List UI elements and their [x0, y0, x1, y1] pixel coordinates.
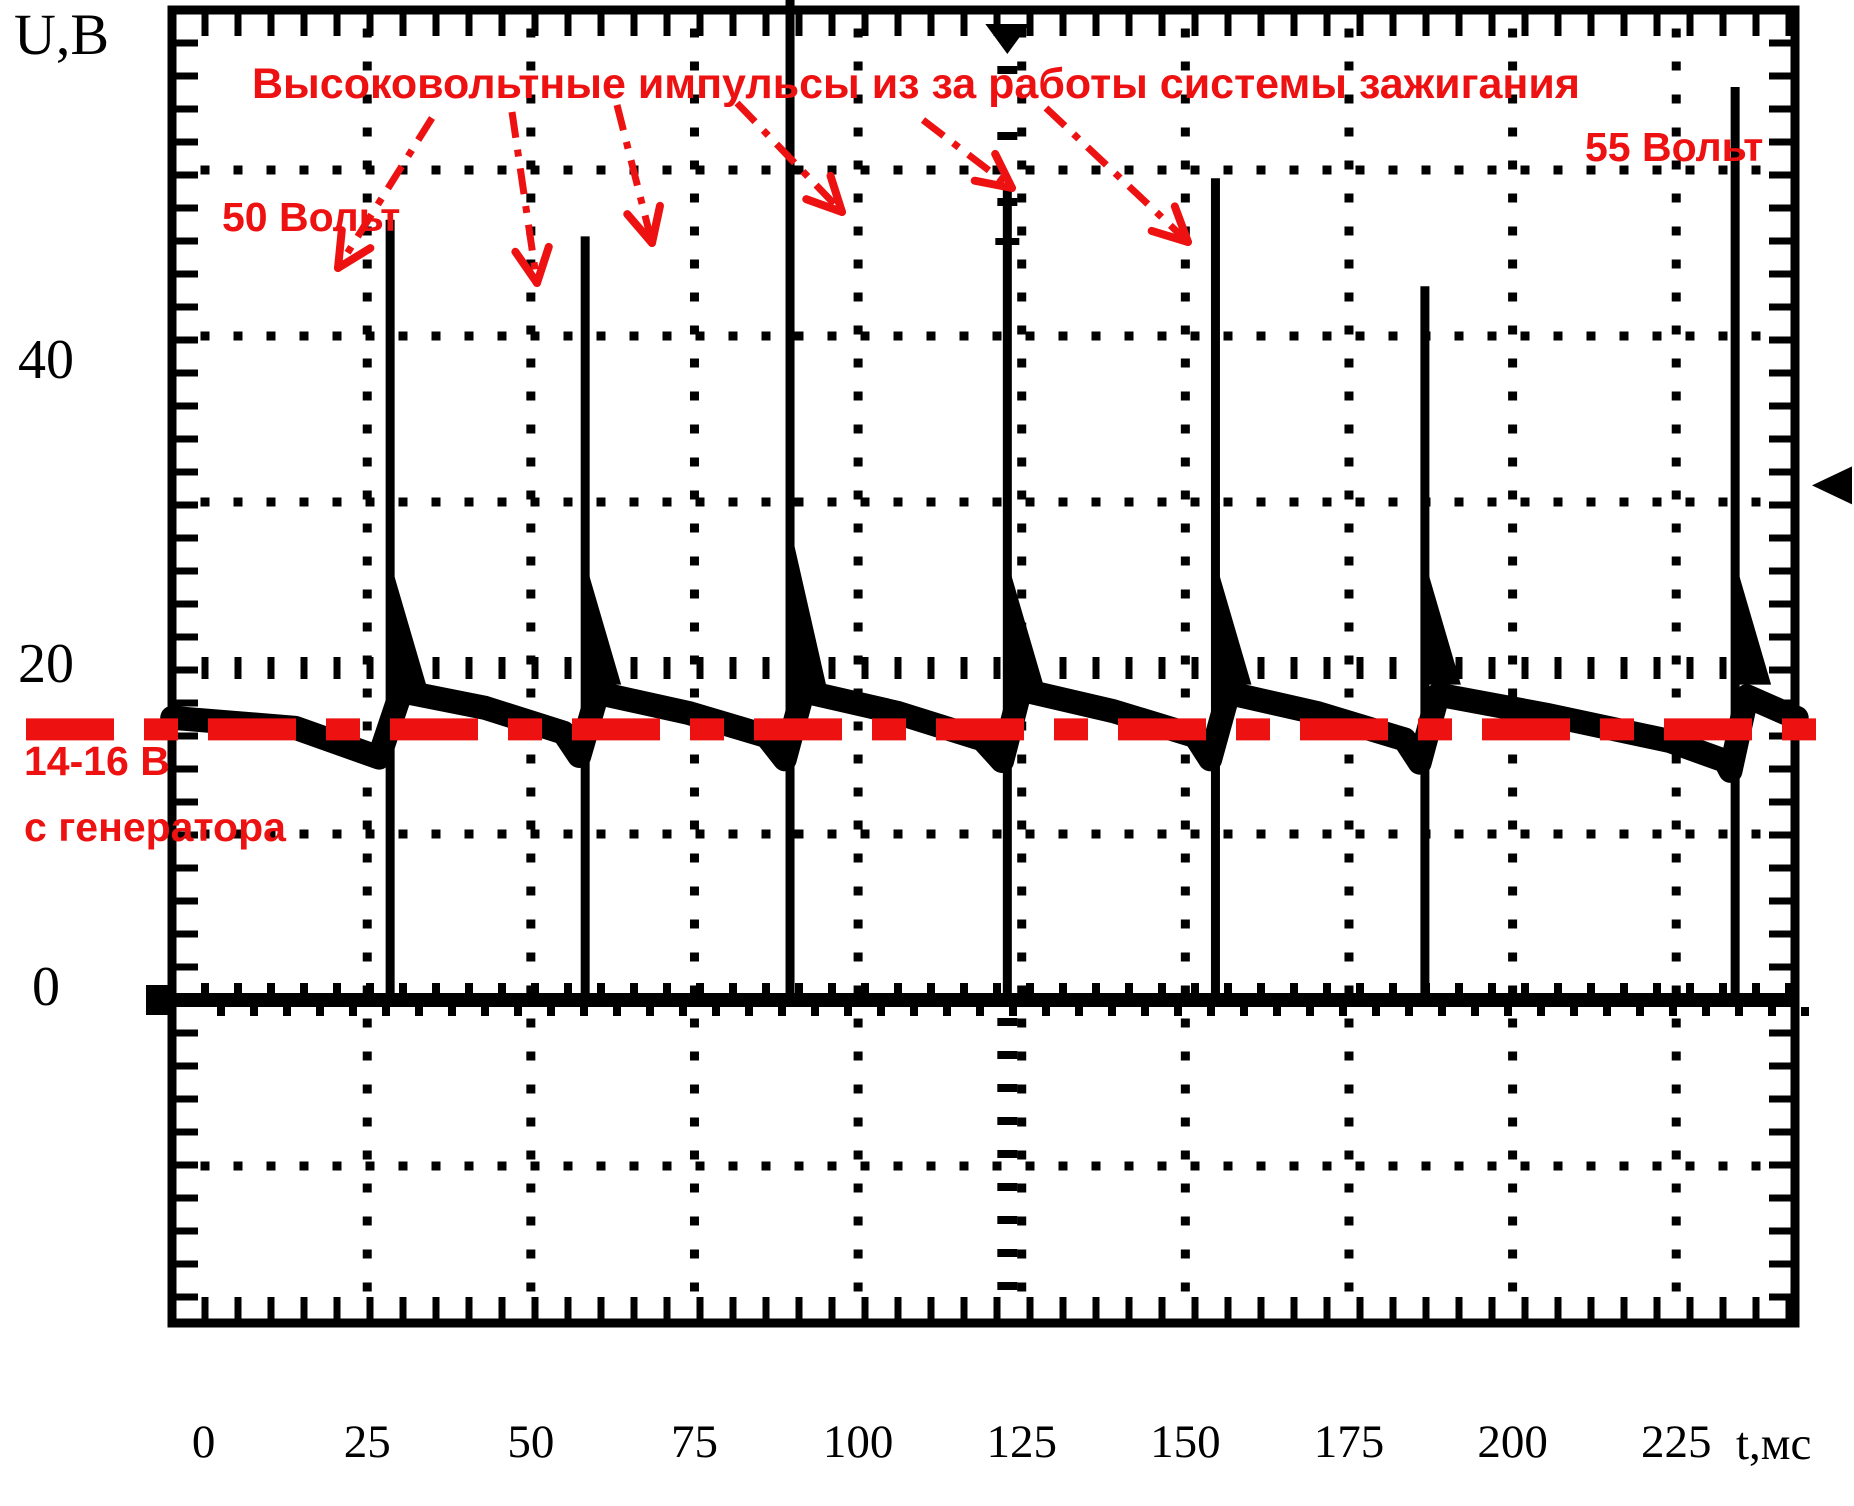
y-tick-label-20: 20 — [18, 633, 74, 695]
generator-voltage-label-line1: 14-16 В — [24, 738, 170, 784]
y-tick-label-40: 40 — [18, 329, 74, 391]
title-annotation: Высоковольтные импульсы из за работы сис… — [252, 60, 1580, 108]
x-axis-label: t,мс — [1736, 1418, 1812, 1470]
x-tick-label-50: 50 — [507, 1416, 555, 1468]
last-spike-voltage-label: 55 Вольт — [1585, 124, 1764, 170]
x-tick-label-225: 225 — [1640, 1416, 1712, 1468]
x-tick-label-150: 150 — [1150, 1416, 1221, 1468]
x-tick-label-125: 125 — [986, 1416, 1057, 1468]
dotted-grid — [200, 28, 1761, 1292]
annotation-arrows — [334, 100, 1192, 287]
right-edge-marker — [1812, 466, 1852, 505]
border-ticks — [172, 10, 1795, 1323]
x-tick-label-100: 100 — [822, 1416, 894, 1468]
x-tick-label-75: 75 — [670, 1416, 718, 1468]
x-tick-label-200: 200 — [1477, 1416, 1548, 1468]
x-tick-label-25: 25 — [343, 1416, 391, 1468]
signal-trace — [160, 0, 1809, 1004]
x-tick-label-175: 175 — [1313, 1416, 1385, 1468]
trigger-marker — [985, 24, 1030, 1290]
zero-line — [146, 983, 1809, 1016]
y-axis-label: U,B — [14, 2, 110, 67]
generator-voltage-label-line2: с генератора — [24, 804, 286, 850]
first-spike-voltage-label: 50 Вольт — [222, 194, 401, 240]
x-tick-label-0: 0 — [191, 1416, 216, 1468]
y-tick-label-0: 0 — [32, 956, 60, 1018]
